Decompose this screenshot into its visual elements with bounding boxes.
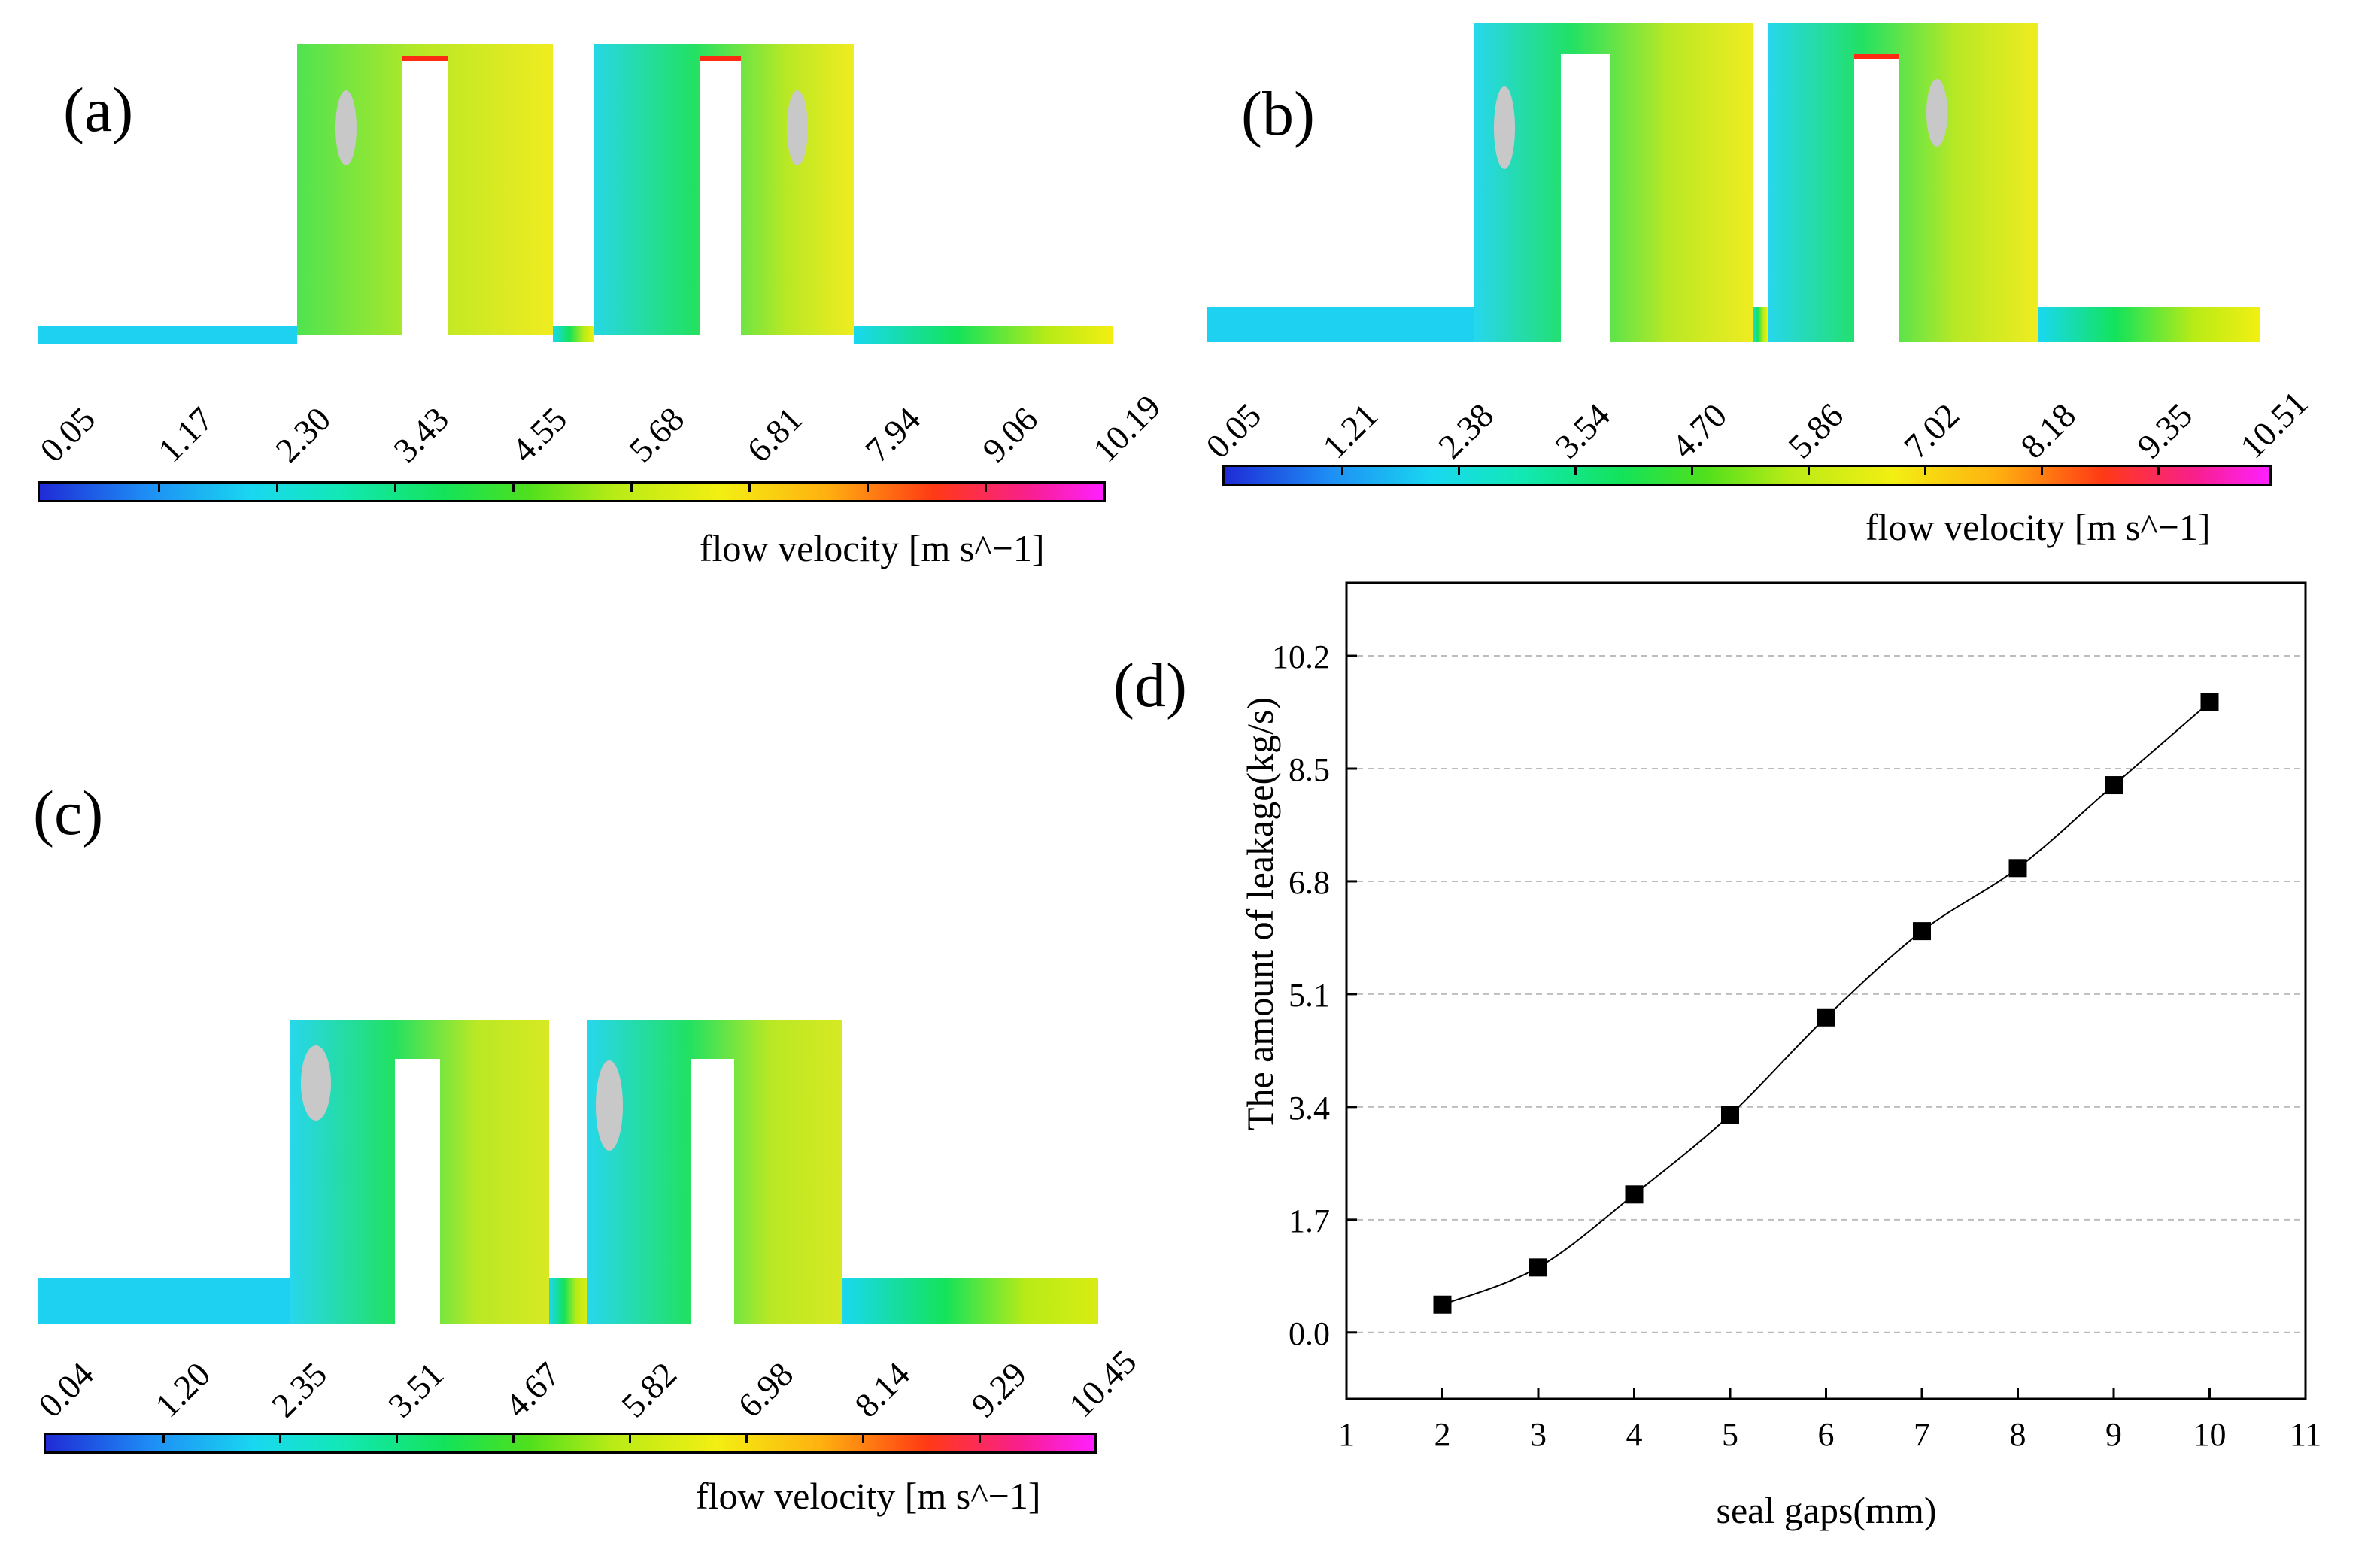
- colorbar-a-tick: 0.05: [32, 399, 103, 470]
- x-tick-label: 10: [2193, 1416, 2227, 1453]
- colorbar-a-tick: 4.55: [504, 399, 575, 470]
- x-axis-label: seal gaps(mm): [1717, 1489, 1937, 1531]
- colorbar-b-tick: 4.70: [1664, 396, 1735, 466]
- colorbar-a-tick: 2.30: [268, 399, 338, 470]
- plot-frame: [1345, 581, 2307, 1400]
- colorbar-a-title: flow velocity [m s^−1]: [700, 527, 1045, 569]
- colorbar-c-tick: 3.51: [381, 1354, 451, 1425]
- colorbar-c: [44, 1433, 1097, 1454]
- data-point: [2200, 693, 2219, 711]
- colorbar-b-tick: 5.86: [1780, 396, 1851, 466]
- colorbar-a: [38, 481, 1106, 502]
- data-point: [2008, 859, 2027, 878]
- panel-d-label: (d): [1113, 651, 1187, 720]
- colorbar-b-tick: 9.35: [2130, 396, 2200, 466]
- colorbar-c-tick: 5.82: [614, 1354, 685, 1425]
- colorbar-b-tick: 8.18: [2013, 396, 2084, 466]
- colorbar-a-tick: 6.81: [739, 399, 810, 470]
- leakage-chart: 0.0 1.7 3.4 5.1 6.8 8.5 10.2 1 2 3 4 5 6 7 8 9 10 11 The …: [1239, 581, 2321, 1531]
- flow-field-c: [38, 1020, 1098, 1324]
- colorbar-c-tick: 9.29: [964, 1354, 1034, 1425]
- colorbar-b-tick: 2.38: [1431, 396, 1501, 466]
- colorbar-c-tick: 0.04: [31, 1354, 102, 1425]
- panel-b-label: (b): [1241, 79, 1315, 149]
- colorbar-a-tick: 1.17: [150, 399, 221, 470]
- y-axis-label: The amount of leakage(kg/s): [1239, 697, 1281, 1130]
- flow-field-b: [1207, 23, 2260, 342]
- data-point: [1721, 1106, 1739, 1124]
- panel-a-label: (a): [63, 75, 134, 145]
- colorbar-b: [1222, 465, 2272, 486]
- colorbar-c-title: flow velocity [m s^−1]: [696, 1475, 1041, 1517]
- x-tick-label: 9: [2105, 1416, 2122, 1453]
- y-tick-label: 10.2: [1272, 638, 1330, 675]
- data-point: [1433, 1295, 1452, 1314]
- y-tick-label: 6.8: [1289, 864, 1330, 901]
- colorbar-c-tick: 4.67: [497, 1354, 568, 1425]
- colorbar-c-tick: 2.35: [264, 1354, 335, 1425]
- x-tick-label: 6: [1818, 1416, 1835, 1453]
- x-tick-label: 4: [1626, 1416, 1643, 1453]
- colorbar-c-tick: 8.14: [847, 1354, 918, 1425]
- colorbar-a-tick: 10.19: [1085, 387, 1168, 470]
- colorbar-b-tick: 0.05: [1198, 396, 1269, 466]
- y-tick-label: 3.4: [1289, 1090, 1330, 1127]
- colorbar-b-tick: 1.21: [1315, 396, 1386, 466]
- x-tick-label: 1: [1338, 1416, 1355, 1453]
- colorbar-c-ticks: 0.04 1.20 2.35 3.51 4.67 5.82 6.98 8.14 …: [31, 1335, 1143, 1425]
- data-point: [1625, 1185, 1644, 1204]
- y-tick-label: 8.5: [1289, 751, 1330, 788]
- colorbar-a-tick: 5.68: [621, 399, 692, 470]
- y-tick-label: 0.0: [1289, 1315, 1330, 1352]
- x-tick-label: 5: [1722, 1416, 1738, 1453]
- x-tick-label: 7: [1914, 1416, 1930, 1453]
- series-line: [1442, 702, 2211, 1306]
- data-point: [1913, 922, 1931, 941]
- panel-c-label: (c): [33, 778, 104, 848]
- data-point: [1817, 1008, 1835, 1027]
- colorbar-b-tick: 10.51: [2233, 384, 2315, 466]
- x-tick-label: 2: [1434, 1416, 1451, 1453]
- colorbar-a-tick: 9.06: [975, 399, 1046, 470]
- colorbar-b-tick: 3.54: [1547, 396, 1618, 466]
- y-tick-label: 5.1: [1289, 977, 1330, 1014]
- colorbar-a-tick: 3.43: [386, 399, 457, 470]
- x-tick-label: 8: [2010, 1416, 2026, 1453]
- y-tick-label: 1.7: [1289, 1203, 1330, 1239]
- colorbar-c-tick: 1.20: [147, 1354, 218, 1425]
- x-tick-label: 11: [2290, 1416, 2321, 1453]
- colorbar-a-ticks: 0.05 1.17 2.30 3.43 4.55 5.68 6.81 7.94 …: [32, 380, 1167, 470]
- flow-field-a: [38, 44, 1113, 344]
- colorbar-a-tick: 7.94: [858, 399, 928, 470]
- x-tick-label: 3: [1530, 1416, 1547, 1453]
- colorbar-b-title: flow velocity [m s^−1]: [1865, 506, 2211, 548]
- colorbar-b-tick: 7.02: [1896, 396, 1967, 466]
- colorbar-b-ticks: 0.05 1.21 2.38 3.54 4.70 5.86 7.02 8.18 …: [1198, 376, 2315, 466]
- colorbar-c-tick: 6.98: [730, 1354, 801, 1425]
- data-point: [2105, 776, 2123, 795]
- data-point: [1529, 1258, 1547, 1277]
- colorbar-c-tick: 10.45: [1061, 1342, 1144, 1425]
